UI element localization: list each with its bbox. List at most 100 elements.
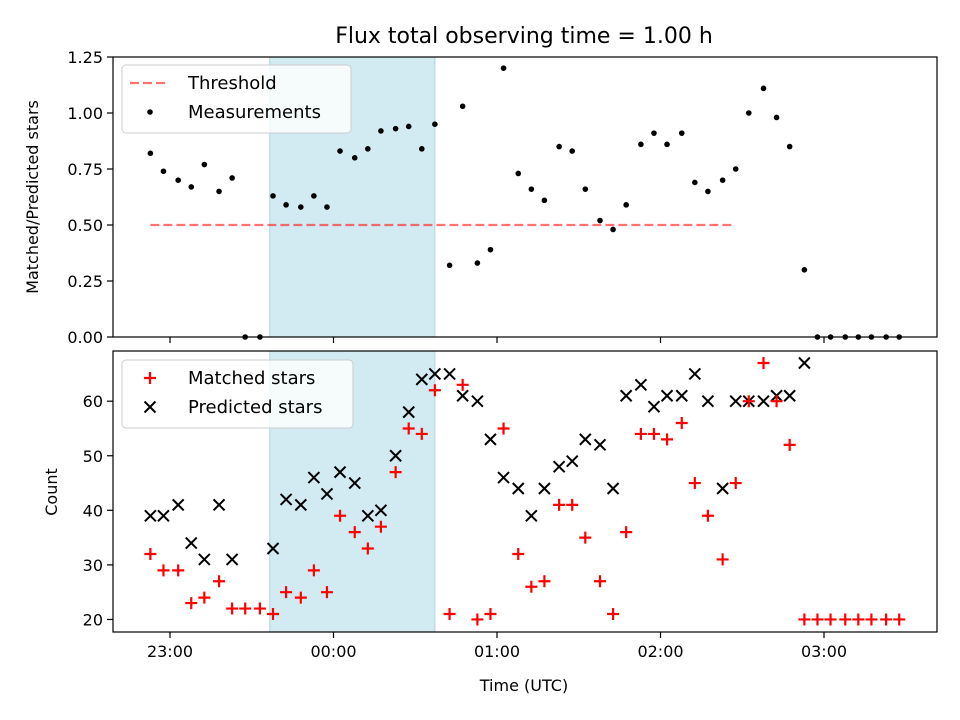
bottom-legend-box [121,359,354,429]
measurement-point [528,186,535,192]
predicted-star-marker [320,487,334,501]
measurement-point [324,204,330,210]
measurement-point [378,128,384,134]
chart-title: Flux total observing time = 1.00 h [335,24,713,49]
predicted-star-marker [212,498,226,512]
bottom-y-axis-label: Count [42,468,61,516]
predicted-star-marker [361,509,375,522]
bottom-y-tick-label: 30 [83,556,103,575]
matched-star-marker [267,607,280,620]
matched-star-marker [783,438,796,451]
predicted-star-marker [660,389,674,402]
matched-star-marker [320,586,333,599]
measurement-point [311,193,317,199]
measurement-point [392,125,399,132]
matched-star-marker [566,498,579,511]
predicted-star-marker [525,509,538,522]
predicted-star-marker [225,553,239,566]
legend-label: Threshold [187,73,277,94]
measurement-point [216,188,222,195]
legend-matched-swatch [144,372,156,384]
measurement-point [432,121,438,127]
predicted-star-marker [579,433,592,446]
matched-star-marker [553,498,566,511]
measurement-point [283,202,289,208]
measurement-point [719,177,726,183]
predicted-star-marker [266,542,280,555]
measurement-point [201,161,208,168]
bottom-panel: 20 30 40 50 60 23:00 00:00 01:00 02:00 03:00 Match… [83,350,938,661]
matched-star-marker [213,575,226,588]
matched-star-marker [471,613,484,626]
legend-label: Measurements [188,102,321,123]
matched-star-marker [634,427,647,440]
matched-star-marker [428,384,441,397]
matched-star-marker [157,564,170,577]
measurement-point [651,130,657,136]
measurement-point [188,184,195,190]
measurement-point [418,146,425,152]
matched-star-marker [579,531,592,544]
legend-label: Predicted stars [188,397,322,418]
predicted-star-marker [279,493,293,506]
predicted-star-marker [757,394,770,408]
top-y-tick-label: 0.50 [67,216,103,235]
top-y-tick-label: 0.00 [67,328,103,347]
matched-star-marker [620,526,633,539]
measurement-point [337,148,343,154]
top-y-tick-label: 1.00 [67,104,103,123]
matched-star-marker [144,547,157,560]
predicted-star-marker [402,405,415,419]
measurement-point [270,193,276,199]
predicted-star-marker [552,460,566,473]
matched-star-marker [661,433,674,446]
matched-star-marker [538,575,551,588]
x-tick-label: 01:00 [474,642,520,661]
predicted-star-marker [538,482,551,495]
top-axes-frame [112,56,938,338]
measurement-point [298,204,304,210]
predicted-star-marker [374,504,388,517]
x-tick-label: 00:00 [310,642,356,661]
matched-star-marker [348,526,361,539]
measurement-point [597,217,603,224]
matched-star-marker [443,607,456,620]
measurement-point [801,267,808,273]
top-y-tick-label: 1.25 [67,48,103,67]
predicted-star-marker [348,476,361,490]
predicted-star-marker [647,400,661,413]
matched-star-marker [374,520,387,533]
measurement-point [664,141,670,148]
matched-star-marker [294,591,307,604]
predicted-star-marker [294,498,308,512]
matched-star-marker [484,607,497,620]
matched-star-marker [742,395,755,408]
predicted-star-marker [497,471,510,484]
matched-star-marker [811,613,824,626]
matched-star-marker [198,591,211,604]
predicted-star-marker [171,498,185,512]
bottom-y-tick-label: 40 [83,501,103,520]
matched-star-marker [675,417,688,430]
measurement-point [500,65,507,71]
top-y-axis-label: Matched/Predicted stars [23,100,42,294]
predicted-star-marker [471,394,484,408]
measurement-point [732,166,739,172]
predicted-star-marker [443,367,456,381]
predicted-star-marker [389,449,402,462]
matched-star-marker [415,427,428,440]
measurement-point [610,226,616,233]
measurement-point [541,197,548,204]
matched-star-marker [824,613,837,626]
measurement-point [773,114,780,121]
predicted-star-marker [798,356,811,370]
matched-star-marker [865,613,878,626]
bottom-y-tick-label: 50 [83,447,103,466]
legend-measurement-swatch [147,109,153,115]
matched-star-marker [647,427,660,440]
top-legend-box [121,64,352,134]
matched-star-marker [688,477,701,490]
predicted-star-marker [634,378,648,392]
measurement-point [351,155,358,161]
